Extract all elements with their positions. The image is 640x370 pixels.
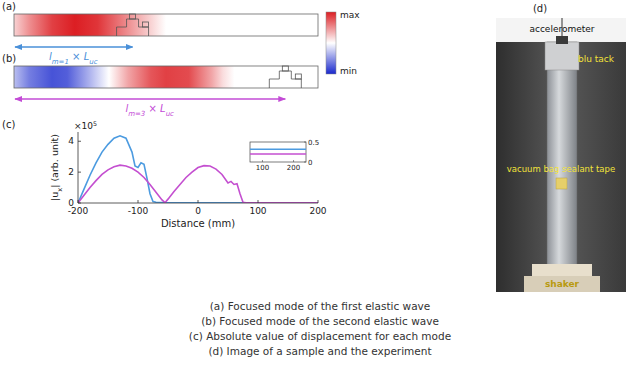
x-tick <box>318 200 319 203</box>
x-tick-label: 200 <box>309 206 326 216</box>
photo-label: accelerometer <box>529 24 594 34</box>
y-axis <box>78 132 79 203</box>
text-part: ×10 <box>74 121 93 131</box>
blu-tack <box>545 42 579 70</box>
panel-label: (a) <box>2 1 16 12</box>
x-tick-label: -100 <box>128 206 149 216</box>
photo-label: shaker <box>545 279 580 289</box>
accelerometer <box>556 36 568 44</box>
caption-line: (b) Focused mode of the second elastic w… <box>201 315 439 327</box>
field-bar <box>14 66 318 88</box>
x-tick <box>78 200 79 203</box>
data-line <box>78 136 318 203</box>
inset-y-tick-label: 0 <box>308 159 312 167</box>
panel-label: (c) <box>2 119 15 130</box>
x-tick-label: 0 <box>195 206 201 216</box>
sample-tube <box>547 42 577 266</box>
shaker-body <box>524 276 600 292</box>
panel-label: (d) <box>533 3 547 14</box>
unit-cell-part <box>295 74 301 79</box>
text-part: |u <box>49 192 60 201</box>
data-line <box>78 165 318 203</box>
colorbar-label: max <box>340 10 360 20</box>
caption-line: (d) Image of a sample and the experiment <box>208 345 431 357</box>
y-tick <box>78 172 81 173</box>
caption-line: (a) Focused mode of the first elastic wa… <box>210 300 431 312</box>
text-part: m=1 <box>52 58 69 66</box>
data-line <box>250 153 306 155</box>
colorbar-label: min <box>340 66 357 76</box>
panel-label: (b) <box>2 53 16 64</box>
y-tick-label: 2 <box>68 167 74 177</box>
colorbar <box>326 12 336 74</box>
lines <box>78 136 318 203</box>
inset-x-tick <box>293 160 294 162</box>
figure: (a)lm=1 × Luc(b)lm=3 × Lucmaxmin(c)-200-… <box>0 0 640 370</box>
y-axis-label: |ux| (arb. unit) <box>49 134 64 201</box>
inset-lines <box>250 149 306 154</box>
y-tick-label: 4 <box>68 136 74 146</box>
x-tick-label: 100 <box>249 206 266 216</box>
length-arrow <box>15 98 285 99</box>
length-label: lm=1 × Luc <box>49 51 98 66</box>
unit-cell-part <box>143 22 149 27</box>
unit-cell <box>117 19 149 36</box>
inset-x-tick-label: 100 <box>256 164 269 172</box>
caption-line: (c) Absolute value of displacement for e… <box>189 330 451 342</box>
length-label: lm=3 × Luc <box>125 103 174 118</box>
x-axis-label: Distance (mm) <box>161 218 235 229</box>
text-part: m=3 <box>128 110 145 118</box>
unit-cell-part <box>130 14 136 19</box>
x-tick <box>258 200 259 203</box>
text-part: 5 <box>93 120 97 127</box>
tape <box>556 178 567 189</box>
inset-x-tick-label: 200 <box>287 164 300 172</box>
text-part: × L <box>145 103 165 114</box>
length-arrow <box>15 46 133 47</box>
x-tick <box>138 200 139 203</box>
text-part: | (arb. unit) <box>49 134 60 188</box>
shaker-top <box>532 264 592 276</box>
y-multiplier: ×105 <box>74 120 97 132</box>
text-part: uc <box>166 110 174 118</box>
field-bar <box>14 14 318 36</box>
inset-x-tick <box>262 160 263 162</box>
unit-cell <box>269 71 301 88</box>
y-tick <box>78 203 81 204</box>
data-line <box>250 148 306 150</box>
photo-label: vacuum bag sealant tape <box>507 164 615 174</box>
text-part: uc <box>89 58 97 66</box>
text-part: × L <box>69 51 89 62</box>
y-tick <box>78 141 81 142</box>
inset-y-tick <box>304 142 306 143</box>
inset-y-tick <box>304 162 306 163</box>
x-tick <box>198 200 199 203</box>
photo-background <box>496 18 626 292</box>
inset-frame <box>250 142 306 162</box>
y-tick-label: 0 <box>68 198 74 208</box>
inset-y-tick-label: 0.5 <box>308 139 319 147</box>
unit-cell-part <box>282 66 288 71</box>
photo-label: blu tack <box>578 54 615 64</box>
